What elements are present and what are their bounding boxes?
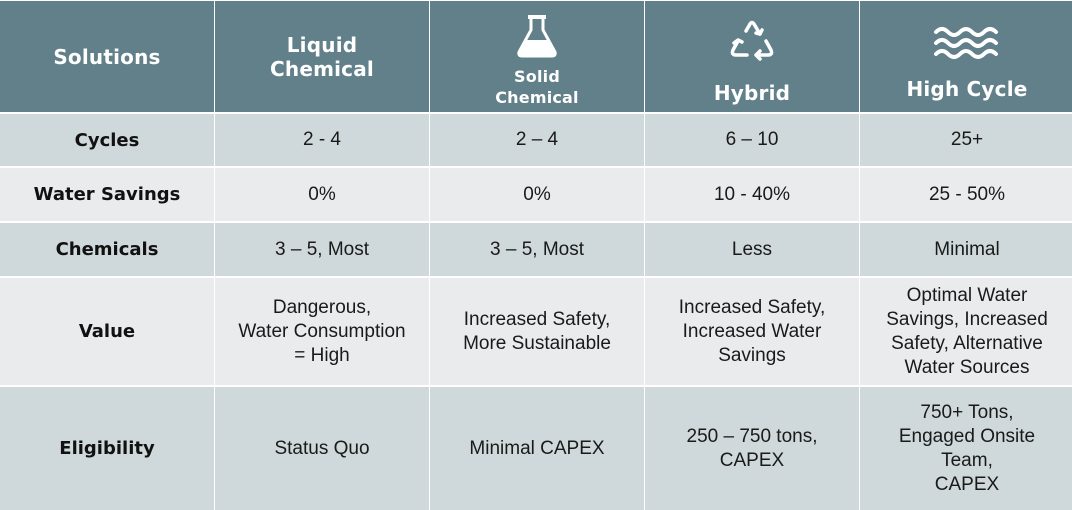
row-label-eligibility: Eligibility bbox=[0, 387, 214, 510]
waves-icon bbox=[933, 25, 1001, 65]
value-hybrid-line: Increased Water bbox=[682, 320, 822, 342]
value-liquid-chemical-line: Dangerous, bbox=[272, 296, 372, 318]
chemicals-solid-chemical: 3 – 5, Most bbox=[430, 223, 644, 276]
water-savings-hybrid: 10 - 40% bbox=[645, 168, 859, 221]
chemicals-high-cycle: Minimal bbox=[860, 223, 1072, 276]
value-high-cycle-line: Safety, Alternative bbox=[891, 332, 1043, 354]
value-high-cycle: Optimal Water Savings, Increased Safety,… bbox=[860, 278, 1072, 385]
value-solid-chemical-line: Increased Safety, bbox=[463, 308, 611, 330]
eligibility-high-cycle-line: CAPEX bbox=[934, 473, 1000, 495]
header-high-cycle-label: High Cycle bbox=[906, 76, 1028, 101]
recycle-icon bbox=[729, 19, 775, 67]
header-liquid-chemical: Liquid Chemical bbox=[215, 1, 429, 112]
water-savings-high-cycle: 25 - 50% bbox=[860, 168, 1072, 221]
cycles-liquid-chemical: 2 - 4 bbox=[215, 114, 429, 166]
value-liquid-chemical-line: = High bbox=[294, 344, 350, 366]
flask-icon bbox=[516, 14, 558, 62]
header-solid-chemical-line1: Solid bbox=[514, 66, 560, 86]
value-liquid-chemical-line: Water Consumption bbox=[238, 320, 406, 342]
eligibility-high-cycle: 750+ Tons, Engaged Onsite Team, CAPEX bbox=[860, 387, 1072, 510]
eligibility-high-cycle-line: Engaged Onsite bbox=[898, 425, 1036, 447]
water-savings-solid-chemical: 0% bbox=[430, 168, 644, 221]
water-savings-liquid-chemical: 0% bbox=[215, 168, 429, 221]
eligibility-hybrid-line: CAPEX bbox=[719, 449, 785, 471]
cycles-high-cycle: 25+ bbox=[860, 114, 1072, 166]
value-solid-chemical-line: More Sustainable bbox=[463, 332, 611, 354]
row-label-water-savings: Water Savings bbox=[0, 168, 214, 221]
header-solutions-label: Solutions bbox=[53, 44, 161, 69]
value-high-cycle-line: Water Sources bbox=[904, 356, 1030, 378]
row-label-chemicals: Chemicals bbox=[0, 223, 214, 276]
row-label-value: Value bbox=[0, 278, 214, 385]
eligibility-hybrid-line: 250 – 750 tons, bbox=[686, 425, 818, 447]
row-label-cycles: Cycles bbox=[0, 114, 214, 166]
eligibility-high-cycle-line: 750+ Tons, bbox=[920, 401, 1014, 423]
value-hybrid-line: Increased Safety, bbox=[678, 296, 826, 318]
cycles-solid-chemical: 2 – 4 bbox=[430, 114, 644, 166]
eligibility-liquid-chemical-line: Status Quo bbox=[274, 437, 370, 459]
eligibility-solid-chemical: Minimal CAPEX bbox=[430, 387, 644, 510]
value-hybrid-line: Savings bbox=[718, 344, 786, 366]
header-hybrid-label: Hybrid bbox=[713, 80, 791, 105]
header-liquid-chemical-line1: Liquid bbox=[286, 32, 358, 57]
eligibility-liquid-chemical: Status Quo bbox=[215, 387, 429, 510]
eligibility-high-cycle-line: Team, bbox=[941, 449, 993, 471]
cycles-hybrid: 6 – 10 bbox=[645, 114, 859, 166]
eligibility-solid-chemical-line: Minimal CAPEX bbox=[469, 437, 605, 459]
header-corner-cell: Solutions bbox=[0, 1, 214, 112]
chemicals-liquid-chemical: 3 – 5, Most bbox=[215, 223, 429, 276]
value-high-cycle-line: Savings, Increased bbox=[886, 308, 1048, 330]
value-high-cycle-line: Optimal Water bbox=[906, 284, 1028, 306]
header-solid-chemical: Solid Chemical bbox=[430, 1, 644, 112]
header-high-cycle: High Cycle bbox=[860, 1, 1072, 112]
header-hybrid: Hybrid bbox=[645, 1, 859, 112]
chemicals-hybrid: Less bbox=[645, 223, 859, 276]
header-liquid-chemical-line2: Chemical bbox=[270, 56, 374, 81]
value-hybrid: Increased Safety, Increased Water Saving… bbox=[645, 278, 859, 385]
header-solid-chemical-line2: Chemical bbox=[495, 87, 579, 107]
eligibility-hybrid: 250 – 750 tons, CAPEX bbox=[645, 387, 859, 510]
value-liquid-chemical: Dangerous, Water Consumption = High bbox=[215, 278, 429, 385]
value-solid-chemical: Increased Safety, More Sustainable bbox=[430, 278, 644, 385]
